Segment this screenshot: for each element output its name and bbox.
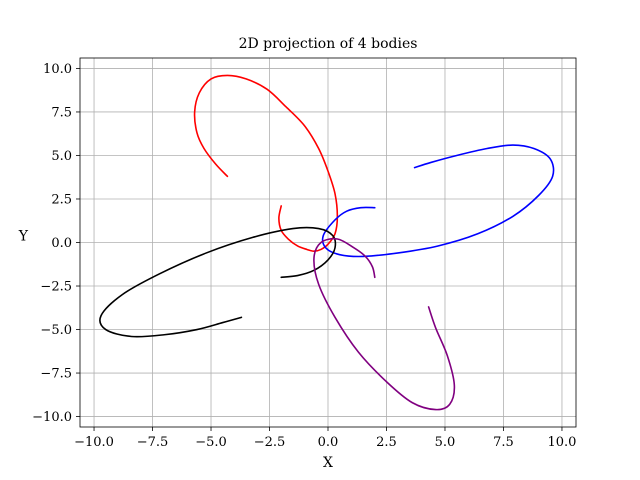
- x-tick-label: −7.5: [137, 435, 169, 450]
- y-tick-label: −2.5: [40, 280, 72, 295]
- x-tick-label: −10.0: [74, 435, 114, 450]
- series-line-2: [321, 144, 555, 258]
- y-tick-label: −5.0: [40, 323, 72, 338]
- grid-layer: [80, 58, 576, 427]
- x-tick-label: 7.5: [493, 435, 514, 450]
- y-tick-label: 0.0: [51, 236, 72, 251]
- x-tick-label: 2.5: [376, 435, 397, 450]
- x-tick-label: −2.5: [254, 435, 286, 450]
- x-tick-label: −5.0: [195, 435, 227, 450]
- series-line-3: [99, 226, 337, 338]
- series-line-1: [193, 74, 339, 252]
- chart-title: 2D projection of 4 bodies: [239, 36, 418, 52]
- y-tick-label: −10.0: [32, 410, 72, 425]
- y-tick-label: 2.5: [51, 192, 72, 207]
- series-line-4: [313, 237, 456, 411]
- x-tick-label: 5.0: [435, 435, 456, 450]
- y-tick-label: 7.5: [51, 105, 72, 120]
- x-tick-label: 0.0: [318, 435, 339, 450]
- series-layer: [99, 74, 555, 411]
- x-axis-label: X: [323, 455, 333, 471]
- x-tick-label: 10.0: [547, 435, 576, 450]
- y-axis-label: Y: [18, 229, 29, 245]
- y-tick-label: 10.0: [43, 62, 72, 77]
- tick-layer: −10.0 −7.5 −5.0 −2.5 0.0 2.5 5.0 7.5 10.0 −10.0 −7…: [32, 62, 576, 450]
- y-tick-label: 5.0: [51, 149, 72, 164]
- y-tick-label: −7.5: [40, 367, 72, 382]
